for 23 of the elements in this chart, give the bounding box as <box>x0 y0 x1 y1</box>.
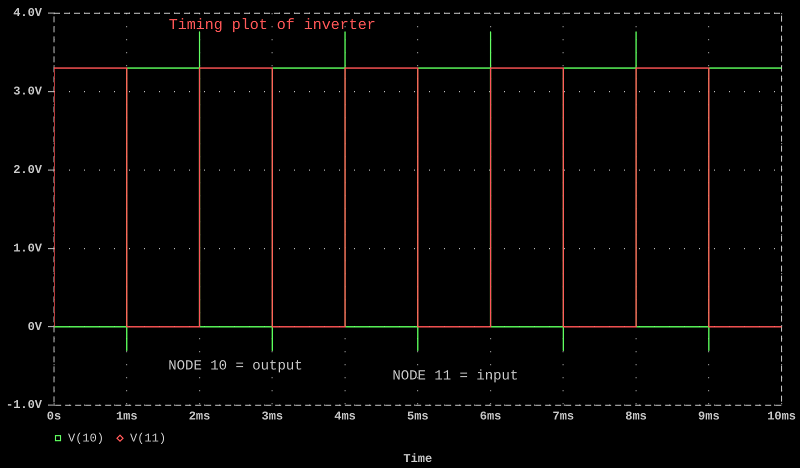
y-tick-label: 4.0V <box>13 6 43 20</box>
annotation: NODE 10 = output <box>168 358 303 375</box>
x-axis-title: Time <box>403 452 432 466</box>
y-tick-label: 2.0V <box>13 163 43 178</box>
x-tick-label: 2ms <box>188 409 210 424</box>
annotation: NODE 11 = input <box>392 368 518 385</box>
x-tick-label: 0s <box>46 409 62 424</box>
x-tick-label: 10ms <box>767 409 796 424</box>
y-tick-label: -1.0V <box>6 398 43 412</box>
x-tick-label: 6ms <box>480 409 502 424</box>
x-tick-label: 4ms <box>334 409 356 424</box>
y-tick-label: 1.0V <box>13 241 43 256</box>
x-tick-label: 8ms <box>625 409 647 424</box>
x-tick-label: 5ms <box>406 409 429 424</box>
legend-label: V(10) <box>68 431 104 446</box>
legend-label: V(11) <box>130 431 166 446</box>
x-tick-label: 9ms <box>698 409 720 424</box>
x-tick-label: 3ms <box>261 409 284 424</box>
chart-title: Timing plot of inverter <box>168 17 376 34</box>
y-tick-label: 0V <box>28 320 43 334</box>
x-tick-label: 1ms <box>116 409 138 424</box>
y-tick-label: 3.0V <box>13 84 43 99</box>
x-tick-label: 7ms <box>552 409 574 424</box>
